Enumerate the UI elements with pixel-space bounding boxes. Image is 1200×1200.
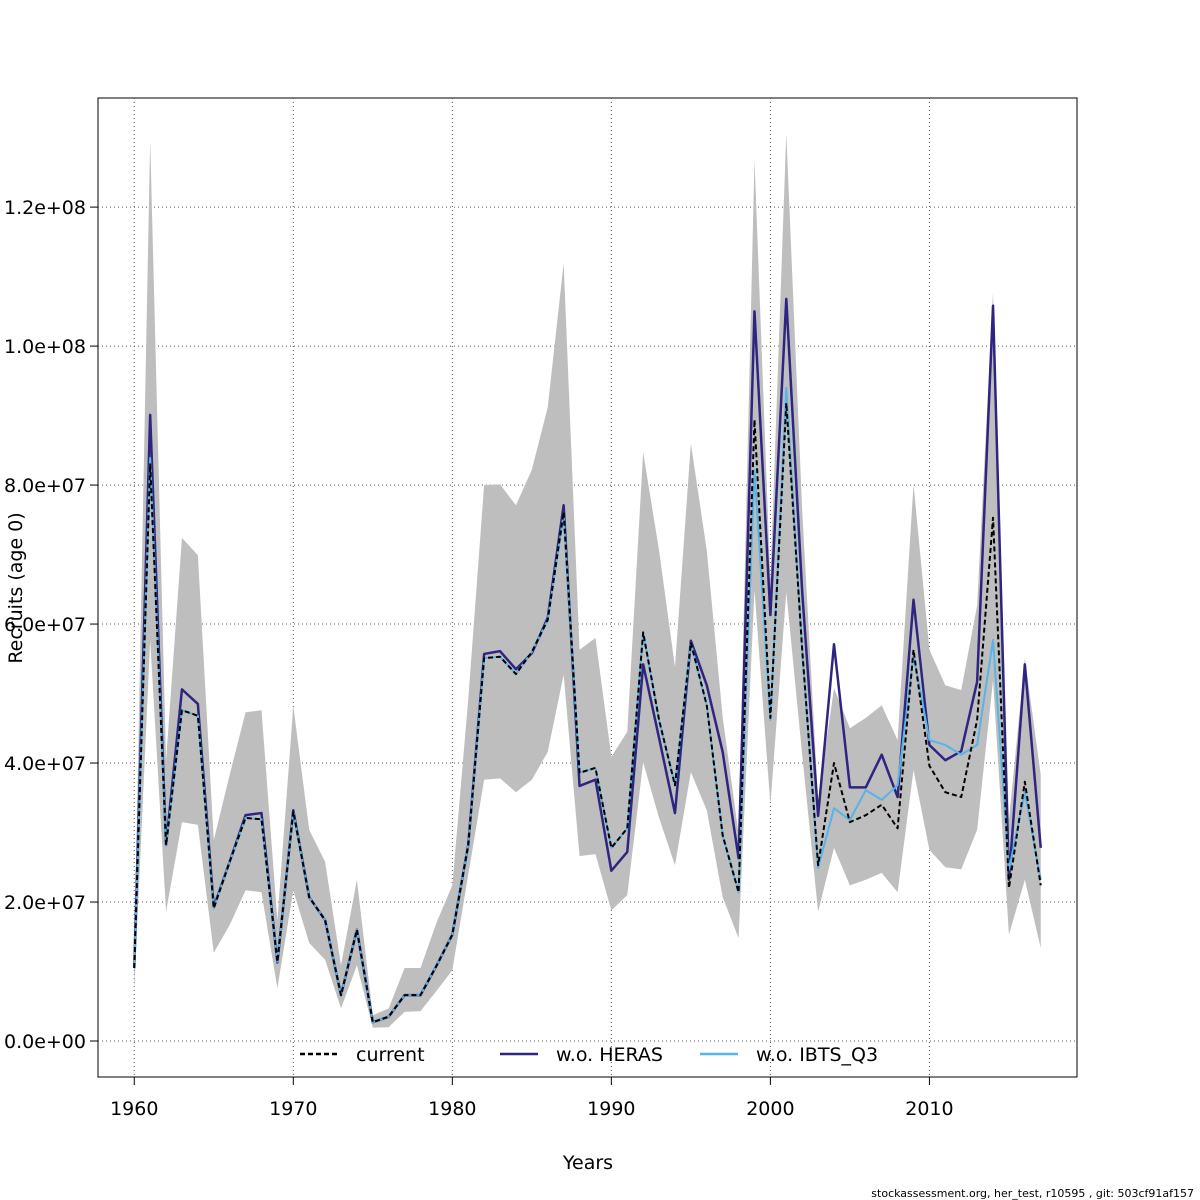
legend-label: current — [356, 1044, 425, 1066]
y-tick-label: 0.0e+00 — [4, 1031, 86, 1053]
legend-label: w.o. HERAS — [556, 1044, 663, 1066]
legend-label: w.o. IBTS_Q3 — [756, 1044, 878, 1066]
footer: stockassessment.org, her_test, r10595 , … — [871, 1187, 1194, 1200]
y-tick-label: 1.0e+08 — [4, 336, 86, 358]
x-tick-label: 1980 — [428, 1098, 476, 1120]
x-tick-label: 2010 — [905, 1098, 953, 1120]
y-tick-label: 6.0e+07 — [4, 614, 86, 636]
y-tick-label: 2.0e+07 — [4, 892, 86, 914]
y-tick-label: 1.2e+08 — [4, 197, 86, 219]
x-tick-label: 2000 — [746, 1098, 794, 1120]
y-tick-label: 8.0e+07 — [4, 475, 86, 497]
plot-frame — [97, 97, 1078, 1078]
y-axis-label: Recruits (age 0) — [5, 512, 27, 663]
x-tick-label: 1970 — [269, 1098, 317, 1120]
y-tick-label: 4.0e+07 — [4, 753, 86, 775]
x-tick-label: 1960 — [110, 1098, 158, 1120]
x-tick-label: 1990 — [587, 1098, 635, 1120]
series-line — [133, 402, 1042, 1024]
x-axis-label: Years — [562, 1152, 613, 1174]
